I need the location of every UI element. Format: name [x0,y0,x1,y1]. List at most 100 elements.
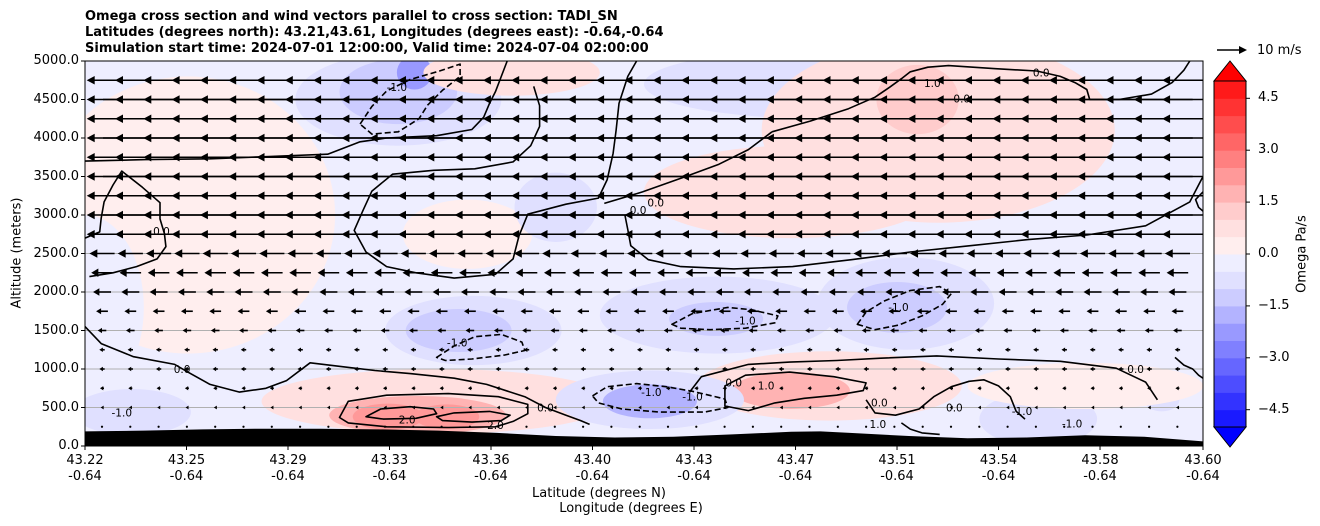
wind-vector-arrow [400,249,426,258]
contour-label: -1.0 [682,391,703,403]
wind-vector-arrow [977,386,982,391]
wind-vector-arrow [1108,249,1134,258]
axis-tick-marks [81,60,1204,450]
wind-vector-arrow [242,405,246,410]
wind-vector-arrow [354,347,360,352]
colorbar-segment [1214,115,1246,134]
quiver-key [1217,46,1247,54]
wind-vector-arrow [174,249,200,258]
wind-vector-arrow [973,308,986,315]
wind-vector-arrow [100,386,104,391]
wind-vector-arrow [911,268,934,277]
contour-label: -1.0 [447,338,468,350]
wind-vector-arrow [836,425,839,428]
wind-vector-arrow [204,268,226,277]
wind-vector-arrow [97,327,107,334]
wind-vector-arrow [627,249,653,258]
y-tick-label: 1500.0 [33,322,80,338]
wind-vector-arrow [881,249,907,258]
x-tick-label-longitude: -0.64 [68,469,102,484]
wind-vector-arrow [1146,347,1152,352]
wind-vector-arrow [806,347,813,352]
wind-vector-arrow [553,405,557,410]
colorbar-segment [1214,288,1246,307]
wind-vector-arrow [751,405,755,410]
wind-vector-arrow [722,386,727,391]
wind-vector-arrow [146,249,172,258]
wind-vector-arrow [693,347,699,352]
wind-vector-arrow [1088,327,1097,334]
contour-label: 0.0 [153,226,170,238]
wind-vector-arrow [489,288,508,296]
wind-vector-arrow [242,425,245,428]
wind-vector-arrow [860,308,872,315]
wind-vector-arrow [833,327,843,334]
omega-contour-line [724,371,867,412]
wind-vector-arrow [1173,327,1182,334]
wind-vector-arrow [662,308,674,315]
contour-label: 1.0 [758,381,775,393]
wind-vector-arrow [493,327,503,334]
wind-vector-arrow [1079,249,1106,258]
wind-vector-arrow [176,268,198,277]
y-tick-label: 500.0 [41,399,79,415]
wind-vector-arrow [893,405,897,410]
x-tick-label-longitude: -0.64 [474,469,508,484]
wind-vector-arrow [948,366,954,372]
wind-vector-arrow [807,386,812,391]
wind-vector-arrow [723,405,727,410]
wind-vectors [86,76,1203,428]
wind-vector-arrow [485,249,511,258]
wind-vector-arrow [524,386,529,391]
wind-vector-arrow [149,288,168,296]
y-tick-label: 4500.0 [33,91,80,107]
wind-vector-arrow [694,386,699,391]
wind-vector-arrow [743,288,762,296]
omega-contour-line [85,170,167,278]
wind-vector-arrow [574,288,593,296]
wind-vector-arrow [581,405,585,410]
wind-vector-arrow [520,308,533,315]
contour-label: 1.0 [870,419,887,431]
wind-vector-arrow [1114,308,1127,315]
colorbar-segment [1214,254,1246,272]
wind-vector-arrow [1034,405,1038,410]
wind-vector-arrow [776,327,786,334]
wind-vector-arrow [239,327,248,334]
wind-vector-arrow [633,308,646,315]
wind-vector-arrow [237,308,250,315]
wind-vector-arrow [608,347,615,352]
wind-vector-arrow [202,249,228,258]
wind-vector-arrow [831,308,844,315]
wind-vector-arrow [553,425,556,428]
wind-vector-arrow [715,288,734,296]
wind-vector-arrow [666,386,670,391]
wind-vector-arrow [582,425,585,428]
wind-vector-arrow [723,425,726,428]
wind-vector-arrow [808,425,811,428]
wind-vector-arrow [184,386,189,391]
wind-vector-arrow [694,405,698,410]
x-tick-label-latitude: 43.33 [370,453,409,468]
wind-vector-arrow [184,347,190,352]
wind-vector-arrow [1147,405,1151,410]
wind-vector-arrow [692,327,701,334]
wind-vector-arrow [1058,308,1071,315]
wind-vector-arrow [1116,327,1126,334]
contour-label: 0.0 [871,398,888,410]
wind-vector-arrow [350,308,363,315]
wind-vector-arrow [778,347,784,352]
wind-vector-arrow [232,268,255,277]
colorbar-tick-label: −1.5 [1258,297,1290,313]
omega-contour-line [435,410,511,423]
x-tick-label-latitude: 43.25 [167,453,206,468]
wind-vector-arrow [1091,425,1094,428]
wind-vector-arrow [100,425,104,428]
wind-vector-arrow [117,249,143,258]
colorbar-segment [1214,132,1246,151]
wind-vector-arrow [269,347,275,352]
wind-vector-arrow [690,308,703,315]
wind-vector-arrow [780,425,783,428]
wind-vector-arrow [270,425,273,428]
wind-vector-arrow [609,386,614,391]
